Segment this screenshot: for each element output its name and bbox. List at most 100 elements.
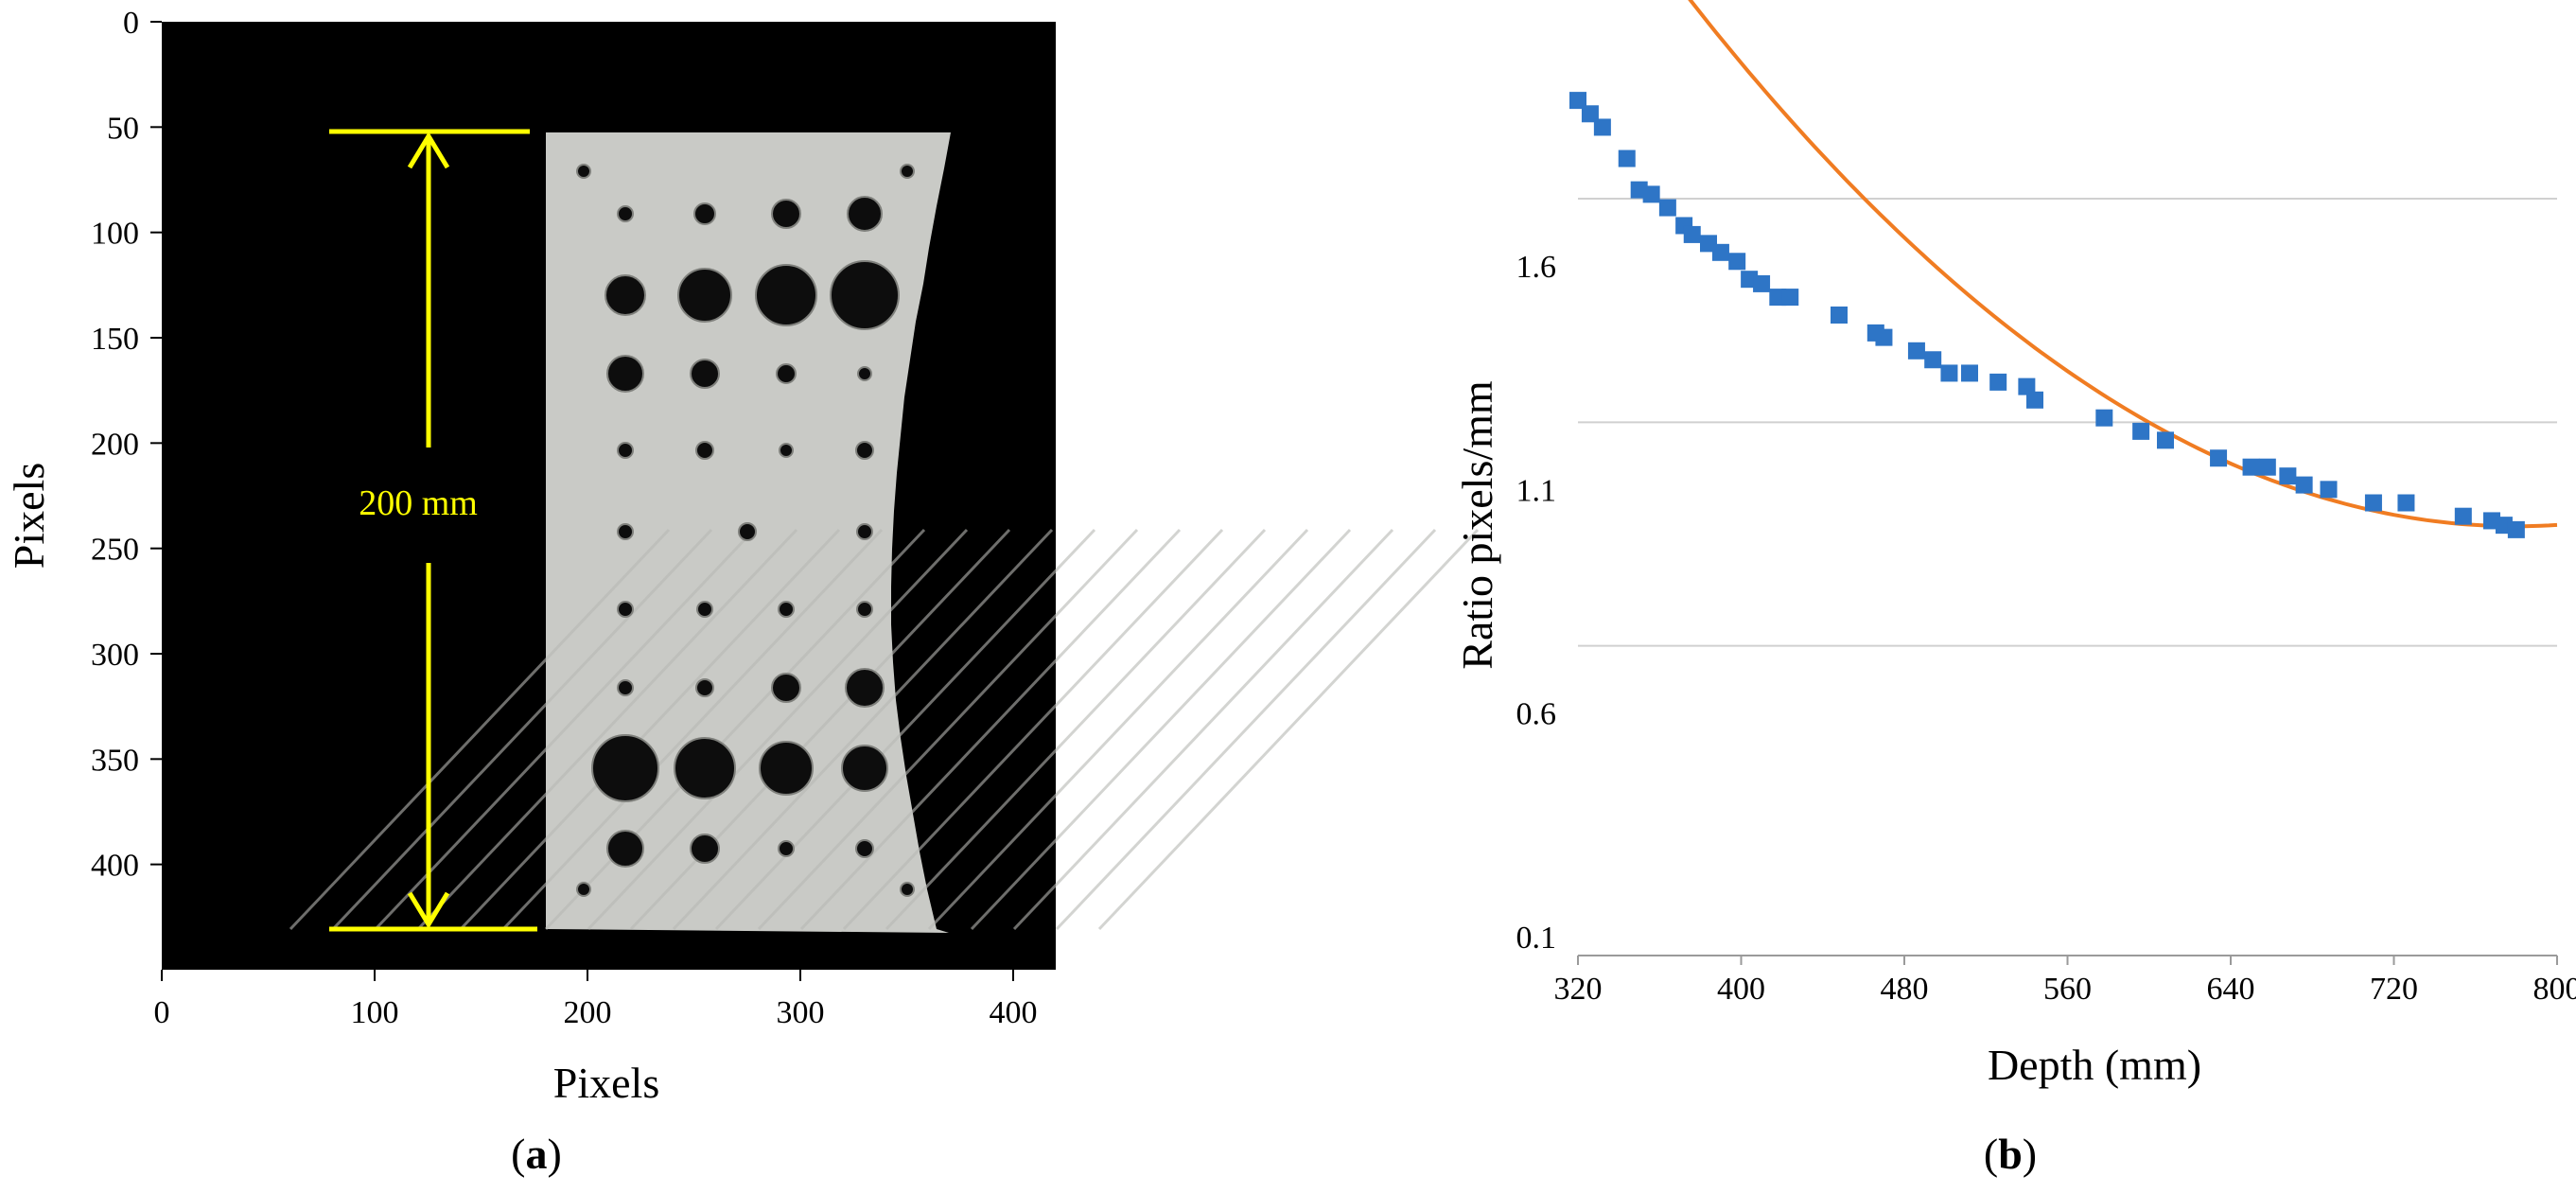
plate-streak (672, 528, 1054, 931)
y-tick-label: 100 (91, 217, 139, 252)
plate-streak (629, 528, 1011, 931)
panel-a-y-axis-title: Pixels (5, 463, 53, 569)
plate-streak (799, 528, 1182, 931)
data-point (1781, 289, 1799, 307)
data-point (1658, 199, 1676, 217)
plate-hole (900, 164, 915, 179)
plate-hole (693, 202, 716, 225)
plate-streak (374, 528, 756, 931)
plate-streak (1012, 528, 1394, 931)
plate-hole (617, 601, 634, 618)
plate-hole (847, 196, 883, 232)
arrowhead-up (407, 132, 450, 169)
data-point (2210, 449, 2228, 467)
arrowhead-down (407, 891, 450, 929)
panel-b: 320 400 480 560 640 720 800 0.1 0.6 1.1 1.6 Ratio … (1453, 0, 2576, 1178)
data-point (2132, 422, 2150, 440)
data-point (1875, 328, 1893, 346)
data-point (1728, 253, 1746, 271)
dimension-annotation: 200 mm (329, 129, 537, 932)
plate-hole (576, 882, 591, 897)
y-tick-label: 0.1 (1516, 921, 1557, 956)
data-points (1569, 92, 2525, 538)
data-point (1683, 225, 1701, 243)
data-point (2364, 494, 2382, 512)
y-tick-label: 250 (91, 533, 139, 568)
x-tick-label: 560 (2043, 972, 2092, 1007)
data-point (1569, 92, 1586, 110)
x-tick-label: 100 (351, 995, 399, 1030)
plate-hole (771, 199, 801, 229)
plate-hole (857, 366, 872, 381)
plate-hole (841, 745, 888, 792)
y-tick-label: 350 (91, 743, 139, 778)
plate-streak (331, 528, 713, 931)
plate-hole (617, 523, 634, 540)
plate-hole (696, 601, 713, 618)
data-point (1581, 105, 1599, 123)
x-tick-label: 200 (564, 995, 612, 1030)
x-tick-label: 0 (154, 995, 170, 1030)
panel-a-label: (a) (511, 1130, 562, 1178)
plate-streak (587, 528, 969, 931)
plate-hole (690, 833, 720, 864)
data-point (1924, 351, 1942, 369)
plate-hole (738, 522, 757, 541)
plate-hole (771, 673, 801, 703)
dimension-label: 200 mm (359, 483, 478, 523)
plate-texture (289, 528, 1480, 931)
panel-b-gridlines (1578, 198, 2557, 647)
y-tick-label: 200 (91, 427, 139, 462)
x-tick-label: 720 (2370, 972, 2418, 1007)
panel-b-x-axis-title: Depth (mm) (1988, 1041, 2201, 1089)
plate-holes (576, 164, 915, 897)
data-point (1642, 185, 1660, 203)
plate-streak (416, 528, 798, 931)
data-point (2454, 507, 2472, 525)
plate-hole (617, 679, 634, 696)
plate-hole (779, 443, 794, 458)
plate-hole (606, 830, 644, 868)
y-tick-label: 400 (91, 849, 139, 884)
plate-hole (855, 839, 874, 858)
plate-streak (927, 528, 1309, 931)
plate-hole (606, 355, 644, 393)
data-point (2157, 431, 2174, 449)
data-point (1711, 243, 1729, 261)
panel-a: 0 100 200 300 400 0 50 100 150 200 250 300 350 400 20… (5, 6, 1480, 1178)
fit-curve (1688, 0, 2558, 529)
plate-hole (778, 601, 795, 618)
x-tick-label: 400 (990, 995, 1038, 1030)
plate-hole (759, 741, 814, 796)
plate-streak (1097, 528, 1480, 931)
x-tick-label: 640 (2207, 972, 2255, 1007)
data-point (2242, 458, 2260, 476)
x-tick-label: 800 (2533, 972, 2576, 1007)
data-point (1961, 364, 1978, 382)
plate-hole (591, 734, 659, 802)
x-tick-label: 320 (1554, 972, 1603, 1007)
panel-b-ticks: 320 400 480 560 640 720 800 0.1 0.6 1.1 1.6 (1516, 250, 2576, 1007)
plate-hole (856, 523, 873, 540)
plate-streak (1055, 528, 1437, 931)
data-point (1831, 306, 1848, 324)
plate-hole (778, 840, 795, 857)
plate-hole (776, 363, 797, 384)
data-point (2026, 391, 2043, 409)
plate-hole (674, 737, 736, 799)
x-tick-label: 300 (777, 995, 825, 1030)
plate-streak (544, 528, 926, 931)
data-point (1753, 274, 1771, 292)
plate-streak (501, 528, 884, 931)
plate-hole (855, 441, 874, 460)
y-tick-label: 50 (107, 111, 139, 146)
data-point (1989, 373, 2007, 391)
data-point (2397, 494, 2415, 512)
data-point (2095, 409, 2113, 427)
panel-a-ticks: 0 100 200 300 400 0 50 100 150 200 250 300 350 400 (91, 6, 1038, 1030)
plate-hole (677, 268, 732, 323)
data-point (1907, 342, 1925, 360)
plate-hole (695, 678, 714, 697)
plate-streak (842, 528, 1224, 931)
